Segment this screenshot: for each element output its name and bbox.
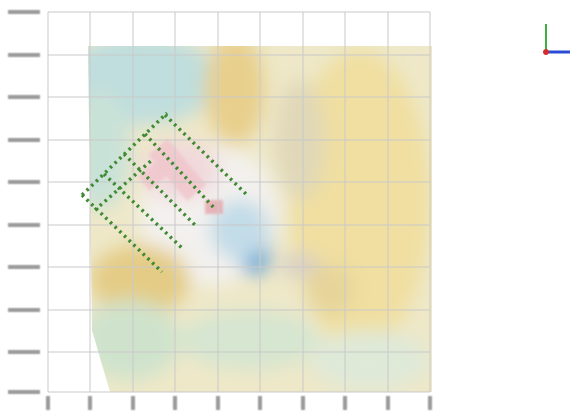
survey-lines: [80, 111, 248, 274]
axis-triad: [543, 24, 570, 55]
y-axis-labels: [8, 10, 40, 394]
grid: [47, 11, 431, 393]
x-axis-labels: [46, 396, 432, 410]
terrain-surface: [88, 46, 432, 392]
